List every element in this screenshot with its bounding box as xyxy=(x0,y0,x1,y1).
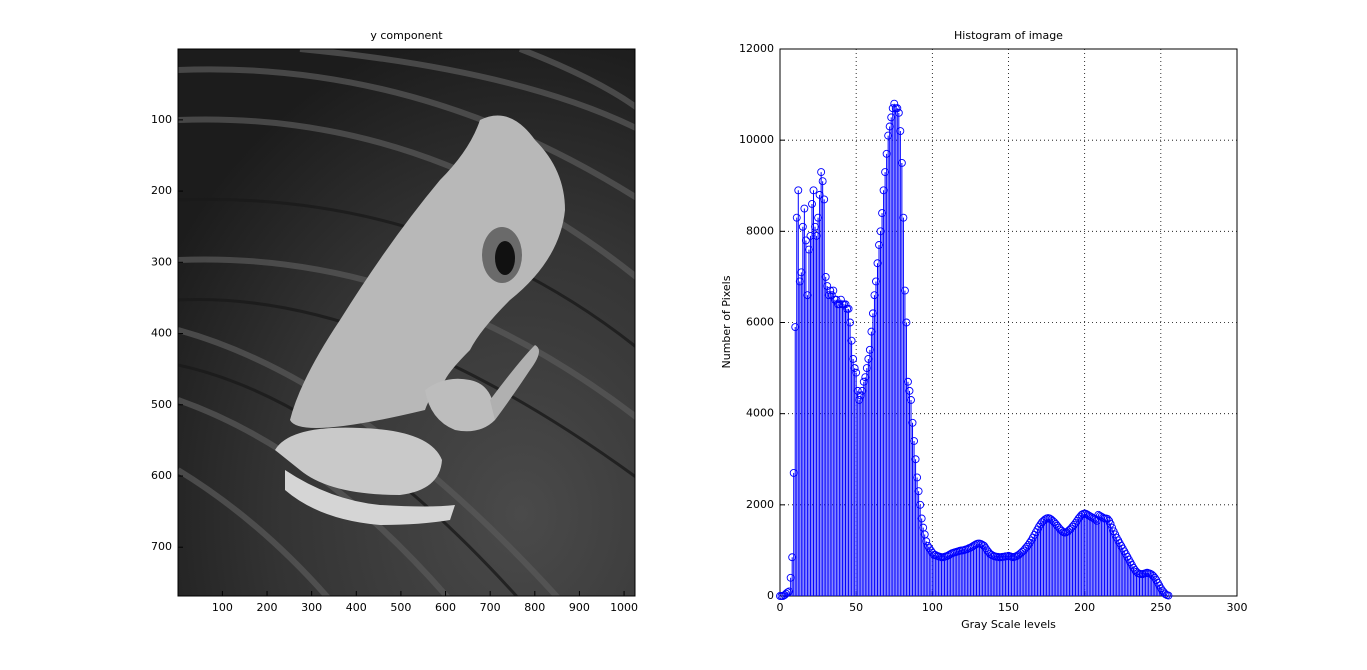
stem-marker xyxy=(849,355,858,363)
stem-marker xyxy=(1164,591,1173,600)
frog-image xyxy=(178,49,635,596)
x-tick-label: 500 xyxy=(390,601,411,614)
y-tick-label: 300 xyxy=(151,255,172,268)
stem-marker xyxy=(820,195,829,204)
x-tick-label: 100 xyxy=(922,601,943,614)
x-axis-label: Gray Scale levels xyxy=(961,618,1056,631)
y-tick-label: 600 xyxy=(151,469,172,482)
stem-marker xyxy=(794,186,803,195)
stem-marker xyxy=(850,364,859,373)
stem-marker xyxy=(899,213,908,222)
stem-marker xyxy=(896,127,905,136)
y-tick-label: 400 xyxy=(151,327,172,340)
x-tick-label: 400 xyxy=(346,601,367,614)
x-tick-label: 600 xyxy=(435,601,456,614)
x-tick-label: 800 xyxy=(524,601,545,614)
stem-marker xyxy=(905,386,914,395)
stem-marker xyxy=(818,177,827,186)
stem-marker xyxy=(1098,513,1107,522)
stem-marker xyxy=(817,168,826,177)
x-tick-label: 700 xyxy=(480,601,501,614)
y-tick-label: 0 xyxy=(767,589,774,602)
x-tick-label: 0 xyxy=(777,601,784,614)
y-tick-label: 12000 xyxy=(739,42,774,55)
stem-marker xyxy=(914,487,923,496)
stem-marker xyxy=(900,286,909,295)
stem-marker xyxy=(922,537,931,546)
x-tick-label: 300 xyxy=(301,601,322,614)
stem-marker xyxy=(809,186,818,195)
x-tick-label: 200 xyxy=(257,601,278,614)
stem-marker xyxy=(917,514,926,523)
image-title: y component xyxy=(370,29,443,42)
y-tick-label: 2000 xyxy=(746,498,774,511)
x-tick-label: 200 xyxy=(1074,601,1095,614)
stem-marker xyxy=(916,500,925,509)
y-tick-label: 700 xyxy=(151,540,172,553)
stem-marker xyxy=(801,236,810,245)
x-tick-label: 100 xyxy=(212,601,233,614)
stem-marker xyxy=(902,318,911,327)
y-tick-label: 100 xyxy=(151,113,172,126)
stem-marker xyxy=(852,368,861,377)
y-axis-label: Number of Pixels xyxy=(720,275,733,368)
y-tick-label: 4000 xyxy=(746,407,774,420)
stem-marker xyxy=(911,455,920,464)
histogram-title: Histogram of image xyxy=(954,29,1063,42)
y-tick-label: 500 xyxy=(151,398,172,411)
y-tick-label: 10000 xyxy=(739,133,774,146)
x-tick-label: 50 xyxy=(849,601,863,614)
y-tick-label: 200 xyxy=(151,184,172,197)
stem-marker xyxy=(847,336,856,345)
stem-marker xyxy=(798,222,807,231)
image-axes-box xyxy=(177,48,636,597)
x-tick-label: 1000 xyxy=(610,601,638,614)
stem-marker xyxy=(913,473,922,482)
stem-marker xyxy=(821,272,830,281)
stem-marker xyxy=(808,200,816,208)
y-tick-label: 8000 xyxy=(746,224,774,237)
stem-marker xyxy=(792,213,801,222)
stem-marker xyxy=(907,396,915,404)
stem-marker xyxy=(904,377,912,386)
stem-marker xyxy=(910,437,919,445)
stem-marker xyxy=(829,286,838,295)
y-tick-label: 6000 xyxy=(746,316,774,329)
stem-marker xyxy=(1108,523,1117,532)
stem-marker xyxy=(844,304,853,313)
x-tick-label: 300 xyxy=(1227,601,1248,614)
x-tick-label: 150 xyxy=(998,601,1019,614)
stem-marker xyxy=(897,159,906,167)
stem-marker xyxy=(1106,520,1115,528)
x-tick-label: 900 xyxy=(569,601,590,614)
stem-marker xyxy=(846,318,855,327)
x-tick-label: 250 xyxy=(1150,601,1171,614)
stem-marker xyxy=(893,104,902,113)
stem-marker xyxy=(908,418,917,427)
stem-marker xyxy=(800,204,809,213)
stem-marker xyxy=(894,108,903,117)
